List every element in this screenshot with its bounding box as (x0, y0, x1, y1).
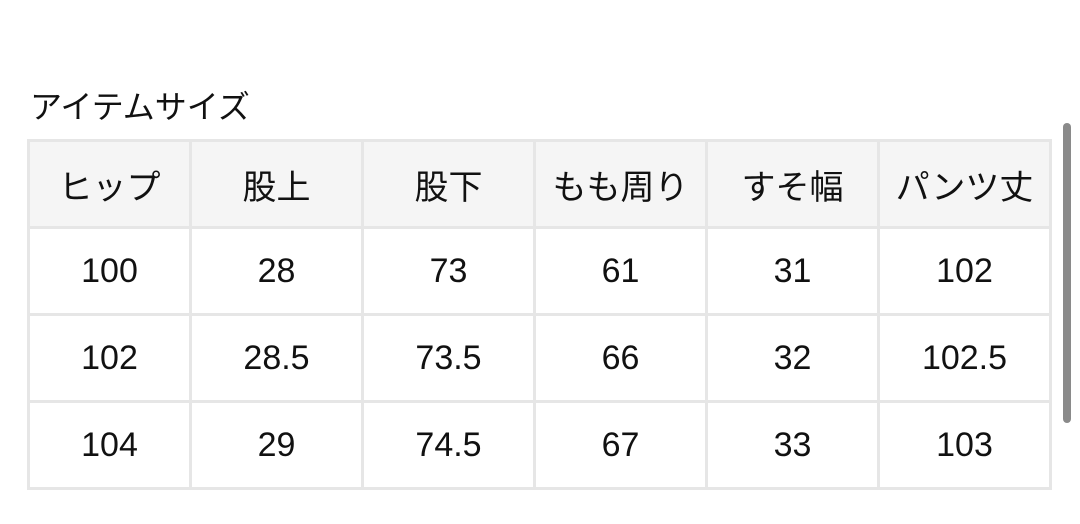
header-rise: 股上 (189, 139, 364, 229)
table-cell: 31 (705, 226, 880, 316)
table-cell: 100 (27, 226, 192, 316)
table-cell: 102 (27, 313, 192, 403)
table-header-row: ヒップ 股上 股下 もも周り すそ幅 パンツ丈 (27, 139, 1052, 229)
table-cell: 32 (705, 313, 880, 403)
header-inseam: 股下 (361, 139, 536, 229)
table-cell: 74.5 (361, 400, 536, 490)
table-row: 102 28.5 73.5 66 32 102.5 (27, 313, 1052, 403)
size-table: ヒップ 股上 股下 もも周り すそ幅 パンツ丈 100 28 73 61 31 … (27, 139, 1052, 490)
table-cell: 28 (189, 226, 364, 316)
header-pants-length: パンツ丈 (877, 139, 1052, 229)
table-cell: 67 (533, 400, 708, 490)
section-title: アイテムサイズ (30, 89, 250, 125)
table-cell: 103 (877, 400, 1052, 490)
table-cell: 73.5 (361, 313, 536, 403)
table-cell: 61 (533, 226, 708, 316)
table-cell: 33 (705, 400, 880, 490)
table-cell: 29 (189, 400, 364, 490)
table-cell: 102 (877, 226, 1052, 316)
header-hip: ヒップ (27, 139, 192, 229)
table-cell: 28.5 (189, 313, 364, 403)
table-cell: 66 (533, 313, 708, 403)
header-hem-width: すそ幅 (705, 139, 880, 229)
table-cell: 73 (361, 226, 536, 316)
table-cell: 102.5 (877, 313, 1052, 403)
header-thigh: もも周り (533, 139, 708, 229)
table-cell: 104 (27, 400, 192, 490)
vertical-scrollbar[interactable] (1063, 123, 1071, 423)
table-row: 104 29 74.5 67 33 103 (27, 400, 1052, 490)
table-row: 100 28 73 61 31 102 (27, 226, 1052, 316)
